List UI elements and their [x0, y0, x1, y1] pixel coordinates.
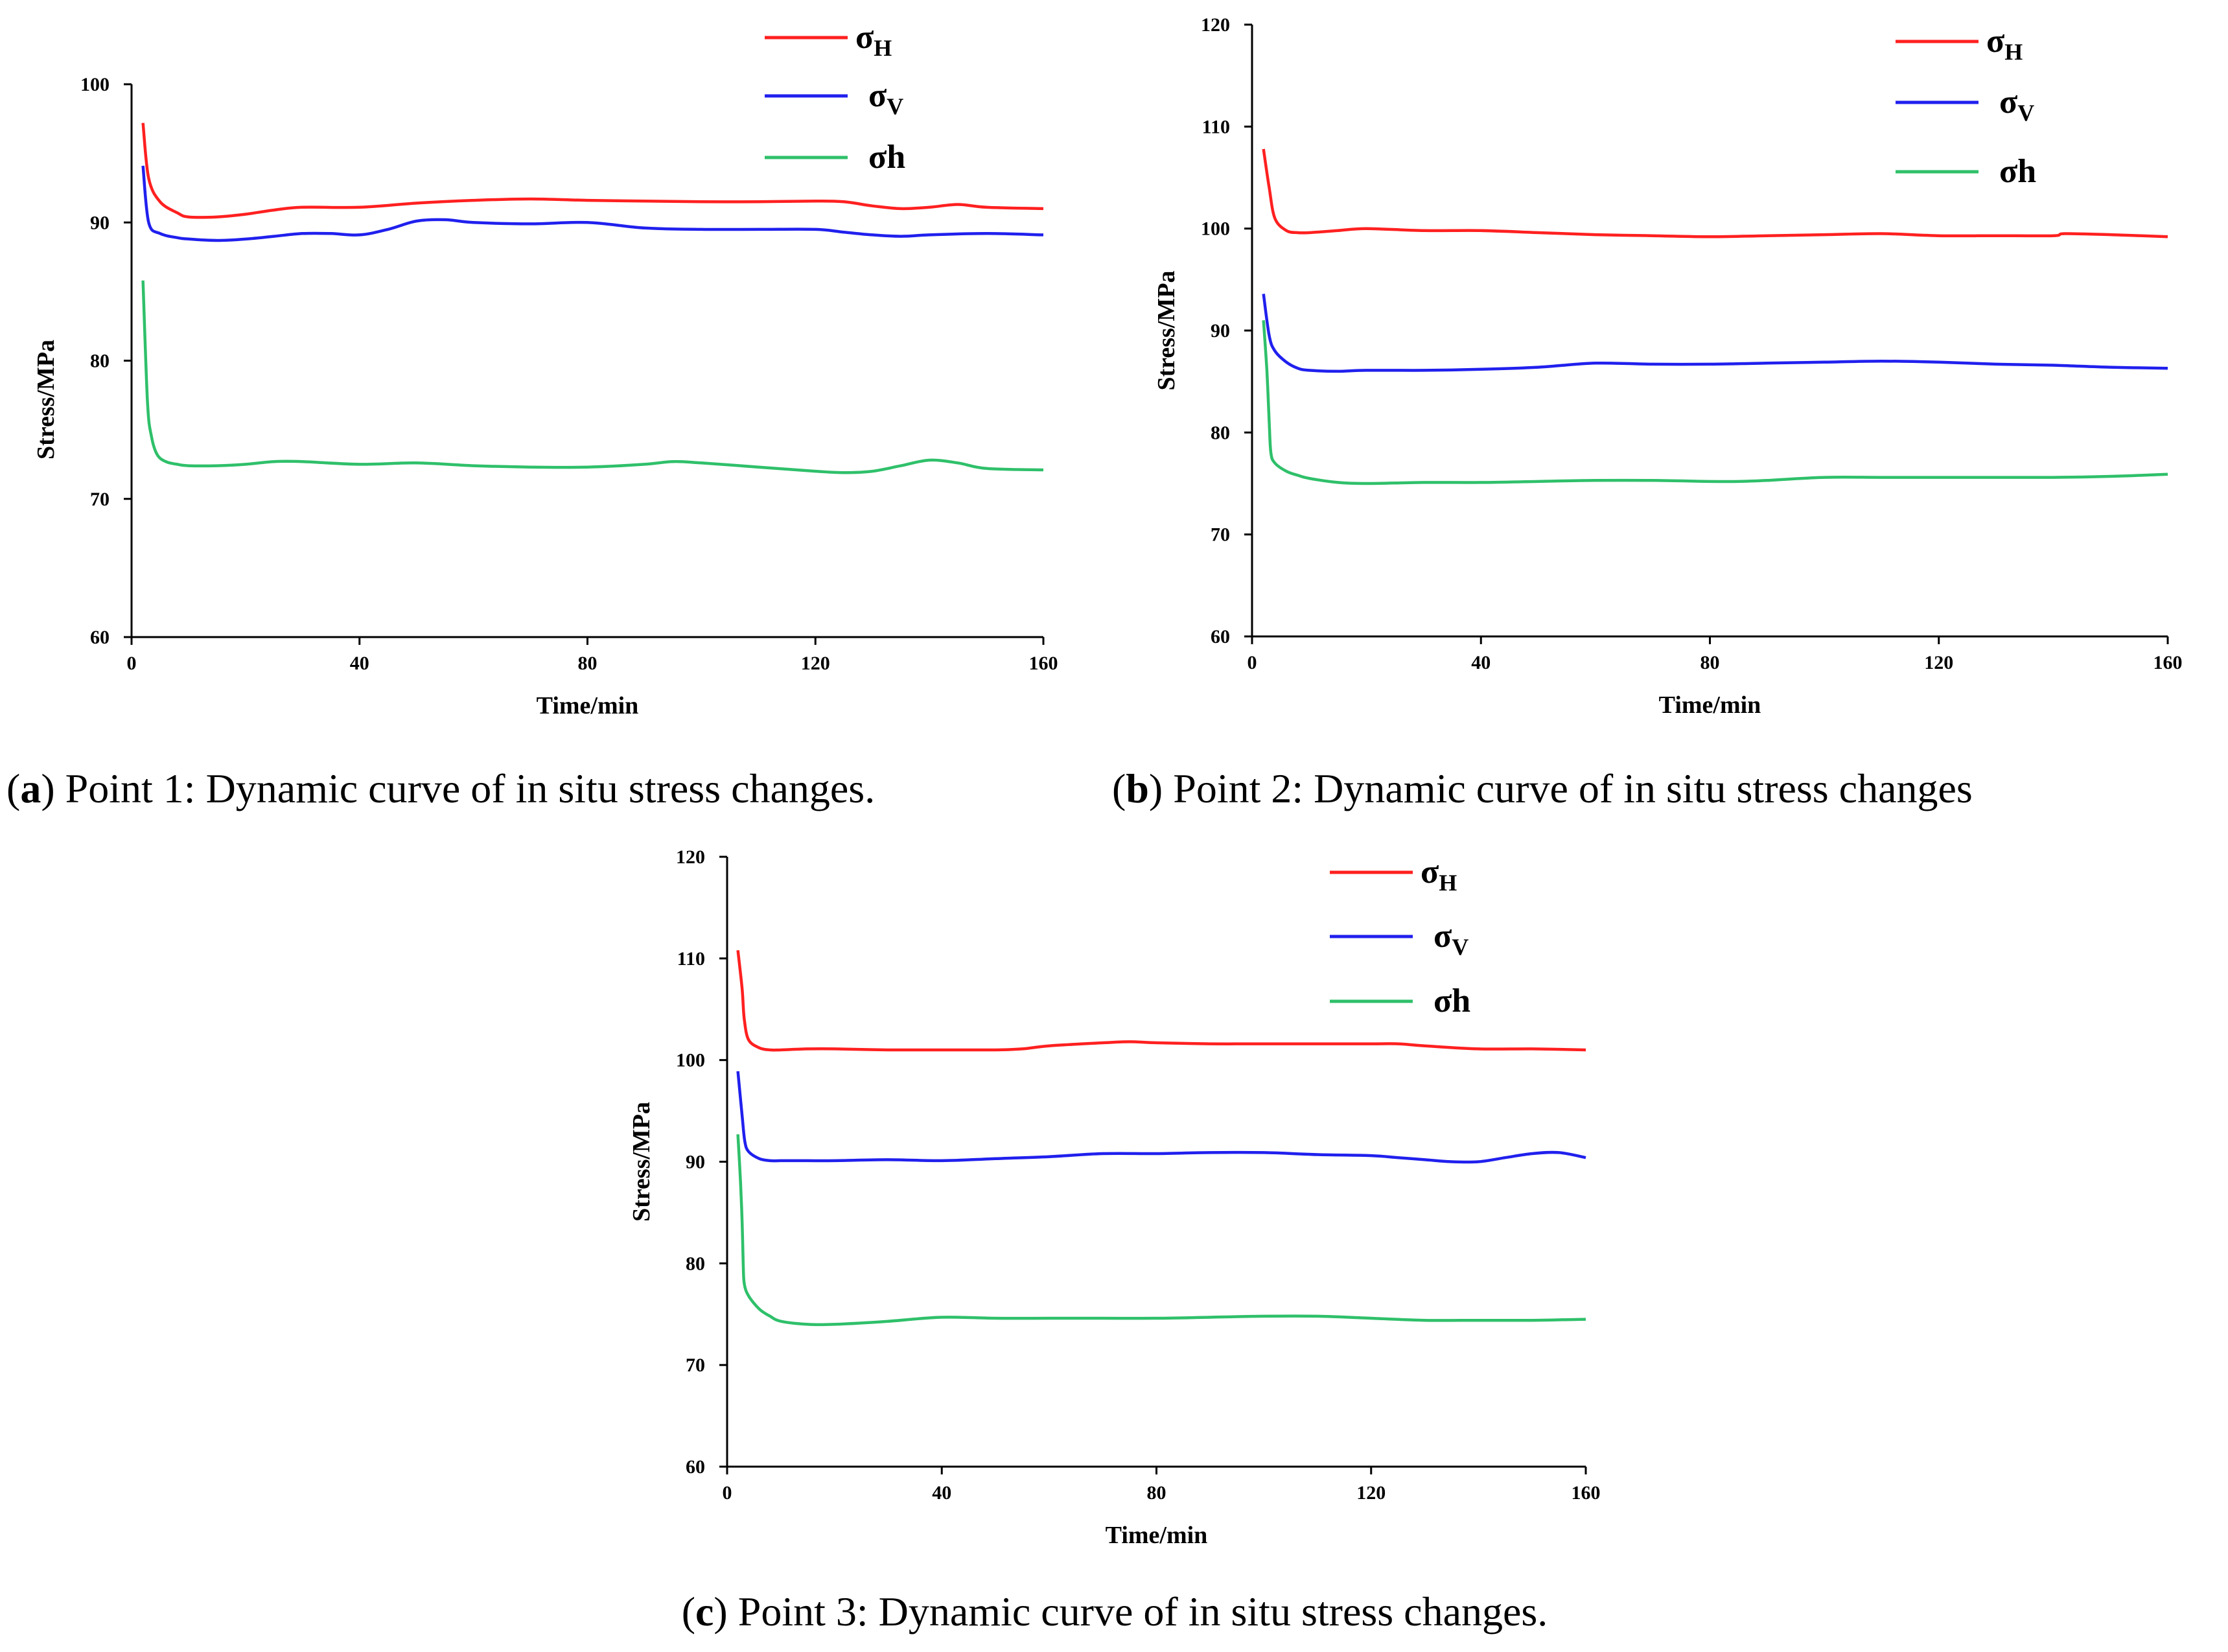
y-tick-label: 100 [1201, 218, 1230, 240]
series-line-v [736, 1071, 1586, 1164]
y-tick-label: 60 [1211, 626, 1230, 647]
x-axis-title: Time/min [537, 692, 639, 719]
series-line-h [1262, 148, 2168, 238]
x-tick-label: 40 [350, 653, 369, 674]
x-axis-title: Time/min [1106, 1522, 1208, 1549]
x-tick-label: 120 [1924, 652, 1953, 673]
series-line-v [1262, 294, 2168, 373]
x-tick-label: 0 [127, 653, 137, 674]
chart-panel-c: 60 70 80 90 100 110 120 0 40 80 120 160 Time/min Stre… [628, 846, 1601, 1635]
y-tick-label: 70 [686, 1355, 705, 1376]
y-axis-title: Stress/MPa [628, 1102, 655, 1222]
y-tick-label: 70 [1211, 524, 1230, 546]
series-line-h [736, 1134, 1586, 1327]
y-tick-label: 90 [686, 1152, 705, 1173]
y-tick-label: 60 [686, 1456, 705, 1478]
x-tick-label: 40 [932, 1482, 951, 1504]
y-tick-label: 120 [1201, 14, 1230, 36]
series-line-h [141, 280, 1044, 474]
legend-label: σh [1999, 153, 2036, 190]
chart-panel-b: 60 70 80 90 100 110 120 0 40 80 120 160 Time/min Stre… [1112, 14, 2183, 811]
y-tick-label: 120 [676, 846, 705, 868]
x-tick-label: 160 [2153, 652, 2183, 673]
y-tick-label: 100 [676, 1050, 705, 1071]
caption-b: (b) Point 2: Dynamic curve of in situ st… [1112, 765, 1973, 811]
legend-label: σh [1433, 983, 1470, 1019]
x-tick-label: 80 [1147, 1482, 1166, 1504]
y-tick-label: 90 [90, 212, 110, 233]
x-tick-label: 40 [1471, 652, 1491, 673]
y-tick-label: 90 [1211, 320, 1230, 342]
x-tick-label: 120 [801, 653, 830, 674]
y-axis-title: Stress/MPa [1153, 270, 1180, 390]
y-tick-label: 110 [1202, 116, 1230, 137]
series-line-h [1262, 320, 2168, 485]
x-tick-label: 80 [1700, 652, 1720, 673]
caption-a: (a) Point 1: Dynamic curve of in situ st… [6, 765, 875, 811]
y-tick-label: 80 [90, 351, 110, 372]
legend-label: σV [868, 77, 903, 119]
x-tick-label: 120 [1356, 1482, 1386, 1504]
x-tick-label: 80 [578, 653, 598, 674]
y-tick-label: 110 [677, 948, 705, 970]
legend-label: σV [1999, 84, 2034, 126]
x-tick-label: 0 [723, 1482, 732, 1504]
caption-c: (c) Point 3: Dynamic curve of in situ st… [682, 1588, 1548, 1635]
series-line-h [141, 122, 1044, 219]
y-tick-label: 100 [80, 74, 110, 95]
y-tick-label: 80 [686, 1253, 705, 1274]
y-tick-label: 70 [90, 489, 110, 510]
legend-label: σH [1421, 854, 1457, 896]
x-tick-label: 160 [1029, 653, 1058, 674]
legend-label: σh [868, 139, 905, 176]
series-line-v [141, 165, 1044, 242]
legend-label: σV [1433, 918, 1468, 960]
legend-label: σH [1986, 23, 2023, 65]
series-line-h [736, 950, 1586, 1052]
y-tick-label: 80 [1211, 422, 1230, 443]
chart-panel-a: 60 70 80 90 100 0 40 80 120 160 Time/min Stress/MPa… [6, 19, 1058, 811]
x-tick-label: 160 [1572, 1482, 1601, 1504]
y-axis-title: Stress/MPa [32, 340, 60, 460]
x-tick-label: 0 [1247, 652, 1257, 673]
legend-label: σH [855, 19, 892, 61]
y-tick-label: 60 [90, 627, 110, 648]
x-axis-title: Time/min [1659, 692, 1761, 719]
